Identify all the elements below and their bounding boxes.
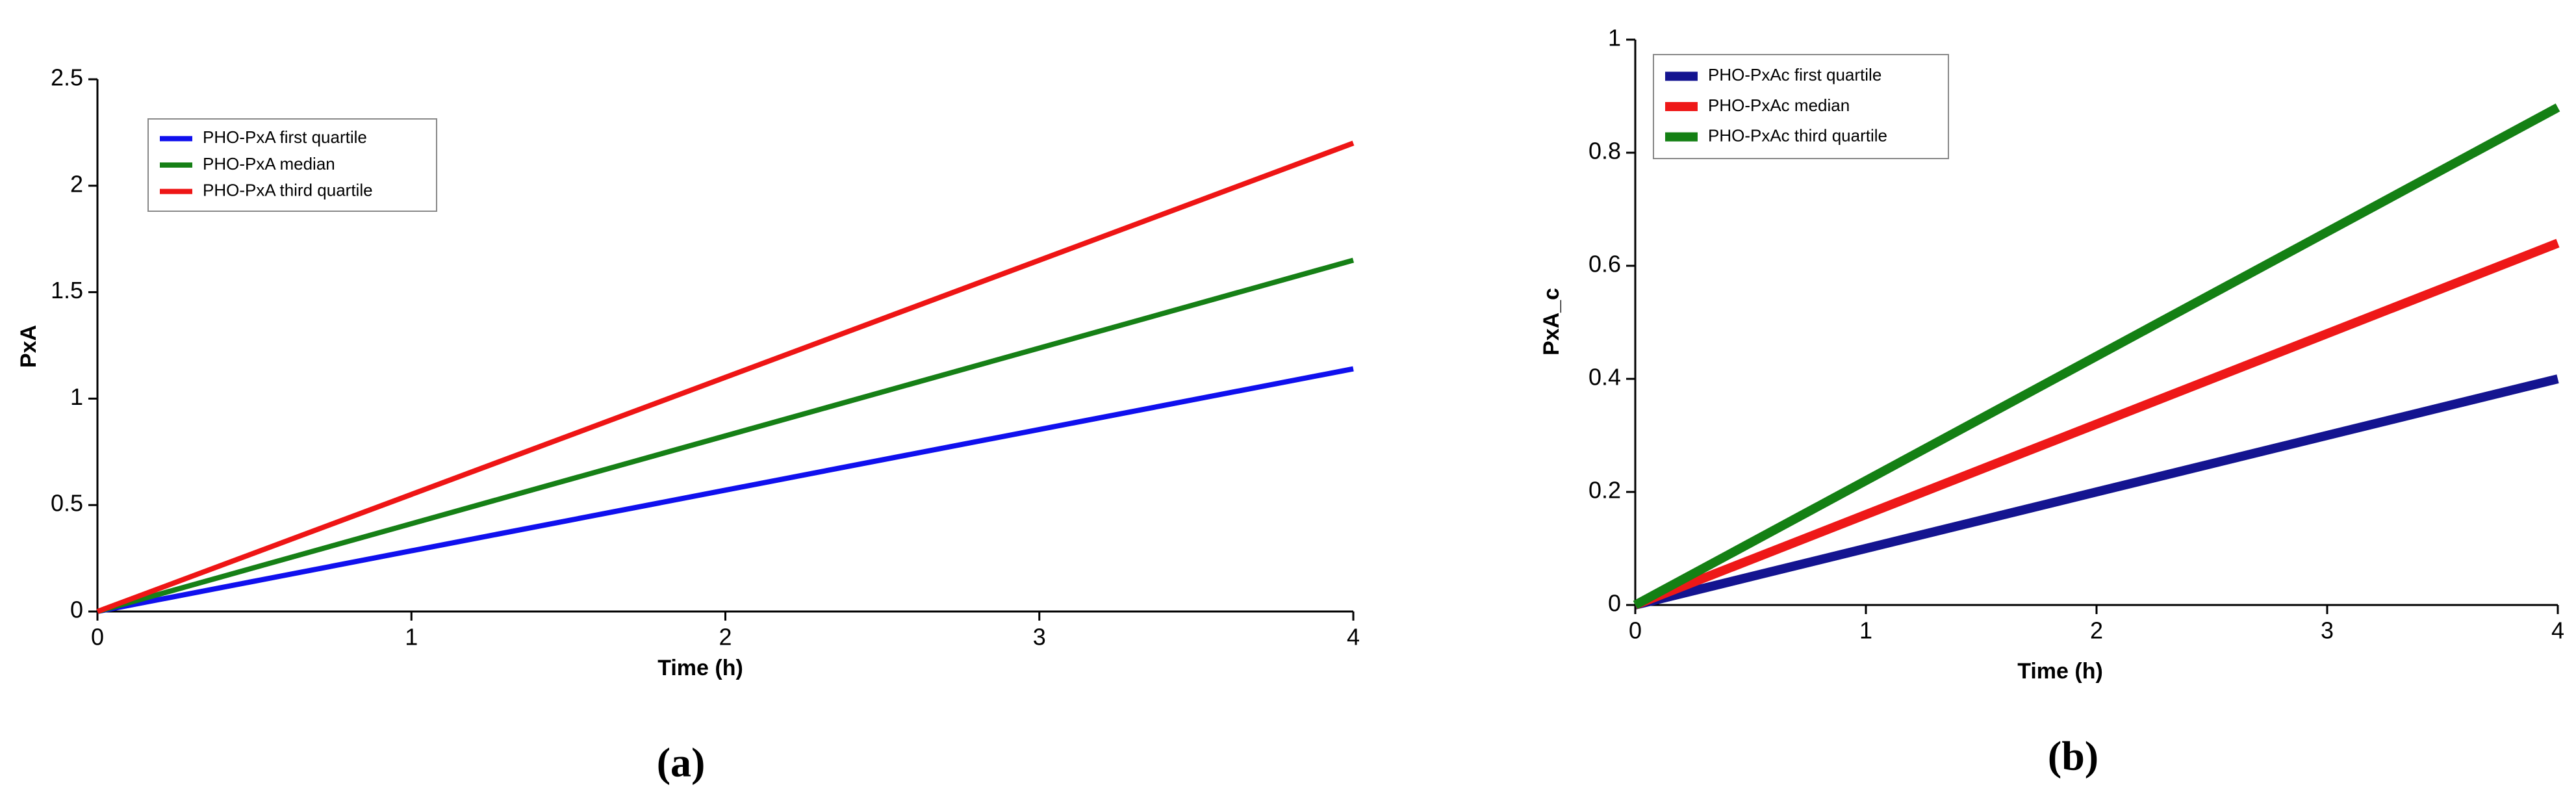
x-axis-label: Time (h)	[2017, 659, 2103, 684]
y-tick-label: 0.4	[1588, 364, 1621, 391]
series-line	[1633, 103, 2560, 610]
x-tick-label: 4	[1347, 624, 1360, 650]
y-axis-label: PxA	[16, 325, 41, 368]
series-line	[96, 140, 1355, 614]
legend-label: PHO-PxAc first quartile	[1708, 65, 1881, 84]
y-tick-label: 1	[1608, 25, 1621, 51]
legend-label: PHO-PxAc third quartile	[1708, 126, 1887, 146]
x-tick-label: 3	[2321, 617, 2334, 644]
series-line	[96, 257, 1355, 614]
series-line	[97, 366, 1354, 614]
caption: (a)	[657, 740, 706, 786]
y-tick-label: 0.5	[51, 490, 83, 517]
x-tick-label: 0	[91, 624, 104, 650]
legend-label: PHO-PxA median	[203, 154, 335, 174]
y-axis-label: PxA_c	[1539, 288, 1564, 355]
y-tick-label: 0.8	[1588, 138, 1621, 164]
y-tick-label: 0.6	[1588, 251, 1621, 277]
y-tick-label: 2	[70, 170, 83, 197]
y-tick-label: 0.2	[1588, 477, 1621, 504]
x-tick-label: 2	[719, 624, 732, 650]
legend-box	[147, 118, 437, 212]
y-tick-label: 0	[1608, 590, 1621, 617]
x-tick-label: 0	[1629, 617, 1642, 644]
legend-label: PHO-PxA first quartile	[203, 127, 367, 147]
y-tick-label: 1.5	[51, 277, 83, 303]
x-tick-label: 1	[1859, 617, 1872, 644]
x-tick-label: 2	[2090, 617, 2103, 644]
y-tick-label: 1	[70, 383, 83, 410]
y-tick-label: 0	[70, 597, 83, 623]
x-tick-label: 1	[405, 624, 418, 650]
x-tick-label: 4	[2551, 617, 2564, 644]
legend-box	[1653, 54, 1949, 159]
x-tick-label: 3	[1033, 624, 1046, 650]
caption: (b)	[2048, 733, 2098, 779]
y-tick-label: 2.5	[51, 64, 83, 91]
series-line	[1633, 238, 2560, 610]
series-line	[1634, 374, 2559, 610]
x-axis-label: Time (h)	[657, 656, 743, 680]
legend-label: PHO-PxAc median	[1708, 96, 1850, 115]
legend-label: PHO-PxA third quartile	[203, 181, 373, 200]
